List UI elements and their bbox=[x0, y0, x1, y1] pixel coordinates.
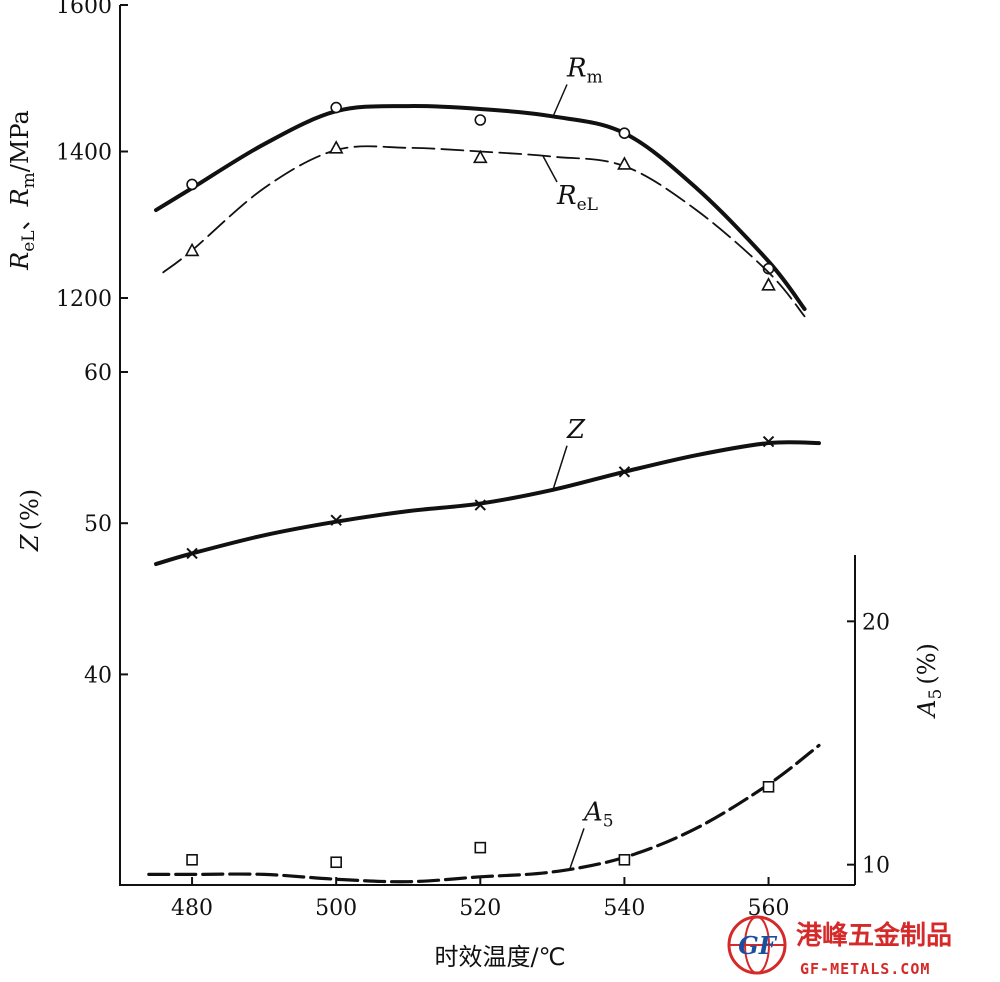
point-Rm-1 bbox=[330, 101, 342, 114]
point-Rm-0 bbox=[186, 178, 198, 191]
x-axis-title: 时效温度/℃ bbox=[434, 943, 565, 971]
ylabel-part-3: 、 bbox=[6, 206, 34, 230]
ylabel-a5-main: A bbox=[913, 700, 941, 719]
x-tick-label-0: 480 bbox=[171, 896, 213, 921]
y-axis-title-z: Z (%) bbox=[16, 489, 44, 552]
series-ReL: ReL bbox=[162, 140, 806, 318]
watermark: GF 港峰五金制品 GF-METALS.COM bbox=[727, 915, 952, 978]
series-leader-A5 bbox=[569, 828, 585, 869]
y-axis-title-strength: ReL、Rm/MPa bbox=[6, 110, 39, 271]
point-A5-0 bbox=[186, 853, 198, 866]
series-leader-Z bbox=[552, 445, 568, 491]
point-ReL-2 bbox=[472, 149, 488, 164]
x-tick-label-2: 520 bbox=[459, 896, 501, 921]
point-ReL-1 bbox=[328, 140, 344, 154]
ylabel-z-unit: (%) bbox=[16, 489, 44, 531]
point-Z-2 bbox=[474, 499, 487, 511]
point-Rm-2 bbox=[474, 114, 487, 126]
series-label-ReL: ReL bbox=[556, 181, 598, 215]
point-Z-1 bbox=[330, 514, 342, 526]
series-line-A5 bbox=[147, 743, 821, 884]
point-A5-2 bbox=[474, 841, 487, 854]
series-line-Z bbox=[154, 440, 821, 567]
series-Rm: Rm bbox=[154, 53, 807, 311]
strength-y-tick-label-2: 1600 bbox=[56, 0, 112, 19]
series-leader-ReL bbox=[542, 155, 558, 183]
ylabel-part-2: eL bbox=[19, 230, 39, 251]
watermark-cn-text: 港峰五金制品 bbox=[796, 920, 952, 951]
watermark-en-text: GF-METALS.COM bbox=[800, 960, 930, 978]
point-A5-3 bbox=[618, 853, 631, 866]
x-tick-label-1: 500 bbox=[315, 896, 357, 921]
series-label-Rm: Rm bbox=[566, 53, 603, 87]
ylabel-a5-unit: (%) bbox=[913, 643, 941, 685]
ylabel-part-4: R bbox=[6, 188, 34, 207]
point-A5-1 bbox=[330, 856, 342, 869]
point-ReL-4 bbox=[761, 277, 776, 291]
ylabel-part-5: m bbox=[19, 172, 39, 188]
strength-y-tick-label-1: 1400 bbox=[56, 141, 112, 166]
point-A5-4 bbox=[762, 780, 775, 793]
point-Rm-3 bbox=[618, 127, 631, 139]
ylabel-part-6: /MPa bbox=[6, 110, 34, 172]
series-label-A5: A5 bbox=[582, 797, 614, 831]
series-Z: Z bbox=[154, 415, 821, 567]
point-Z-3 bbox=[618, 466, 631, 478]
ductility-y-tick-label-1: 50 bbox=[84, 512, 112, 537]
point-ReL-0 bbox=[184, 242, 200, 257]
elongation-y-tick-label-1: 20 bbox=[862, 610, 890, 635]
x-tick-label-3: 540 bbox=[603, 896, 645, 921]
point-Z-0 bbox=[186, 547, 198, 560]
ductility-y-tick-label-0: 40 bbox=[84, 663, 112, 688]
y-axis-title-a5: A5 (%) bbox=[913, 643, 946, 719]
series-leader-Rm bbox=[552, 84, 568, 117]
ylabel-z-main: Z bbox=[16, 533, 44, 552]
ductility-y-tick-label-2: 60 bbox=[84, 361, 112, 386]
point-Z-4 bbox=[762, 435, 775, 448]
series-line-Rm bbox=[154, 104, 807, 311]
point-ReL-3 bbox=[617, 156, 632, 170]
watermark-logo-text: GF bbox=[738, 931, 777, 960]
ylabel-part-1: R bbox=[6, 252, 34, 271]
series-line-ReL bbox=[162, 145, 806, 318]
series-layer: Rm ReL Z A5 bbox=[147, 53, 821, 884]
ylabel-a5-sub: 5 bbox=[926, 689, 946, 700]
series-A5: A5 bbox=[147, 743, 821, 884]
elongation-y-tick-label-0: 10 bbox=[862, 854, 890, 879]
strength-y-tick-label-0: 1200 bbox=[56, 287, 112, 312]
series-label-Z: Z bbox=[566, 415, 586, 445]
